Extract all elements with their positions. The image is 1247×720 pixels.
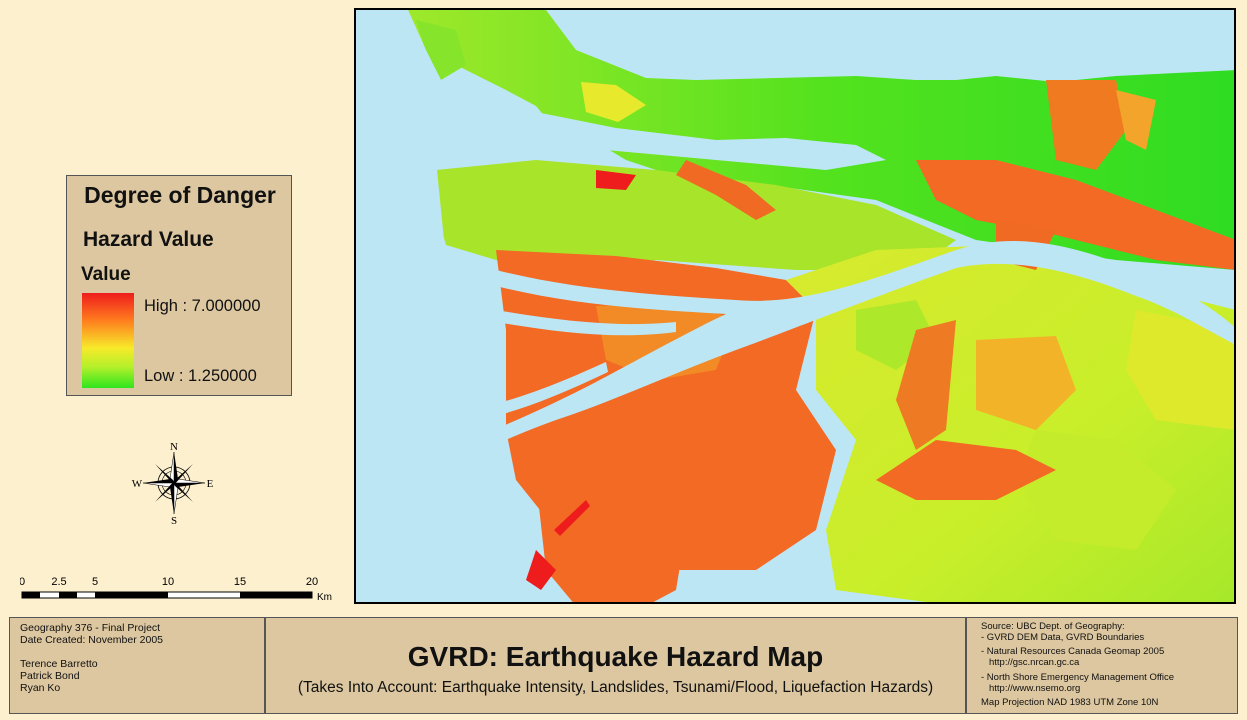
source-url: http://www.nsemo.org — [989, 683, 1081, 694]
author-name: Terence Barretto — [20, 658, 98, 670]
map-subtitle: (Takes Into Account: Earthquake Intensit… — [297, 679, 934, 696]
title-box: GVRD: Earthquake Hazard Map (Takes Into … — [265, 617, 966, 714]
scale-tick-label: 20 — [306, 576, 318, 588]
compass-w: W — [132, 478, 143, 490]
legend-subtitle: Hazard Value — [83, 228, 214, 251]
fraser-river — [452, 241, 1234, 460]
scale-tick-label: 2.5 — [51, 576, 66, 588]
source-item: - Natural Resources Canada Geomap 2005 — [981, 646, 1165, 657]
scale-tick-label: 15 — [234, 576, 246, 588]
scale-bar: 0 2.5 5 10 15 20 Km — [19, 573, 350, 607]
source-item: - North Shore Emergency Management Offic… — [981, 672, 1175, 683]
legend-field-label: Value — [81, 264, 131, 285]
scale-tick-label: 10 — [162, 576, 174, 588]
hazard-map[interactable] — [354, 8, 1236, 604]
legend: Degree of Danger Hazard Value Value High… — [66, 175, 292, 396]
compass-e: E — [207, 478, 214, 490]
projection-note: Map Projection NAD 1983 UTM Zone 10N — [981, 697, 1159, 708]
map-title: GVRD: Earthquake Hazard Map — [407, 641, 824, 672]
legend-high-label: High : 7.000000 — [144, 297, 261, 315]
source-item: - GVRD DEM Data, GVRD Boundaries — [981, 632, 1145, 643]
compass-s: S — [171, 515, 177, 527]
author-name: Patrick Bond — [20, 670, 80, 682]
compass-n: N — [170, 441, 178, 453]
legend-title: Degree of Danger — [84, 182, 276, 208]
compass-rose-icon: N S W E — [129, 440, 219, 530]
source-heading: Source: UBC Dept. of Geography: — [981, 621, 1125, 632]
author-name: Ryan Ko — [20, 682, 61, 694]
sources-box: Source: UBC Dept. of Geography: - GVRD D… — [966, 617, 1238, 714]
source-url: http://gsc.nrcan.gc.ca — [989, 657, 1080, 668]
date-line: Date Created: November 2005 — [20, 634, 163, 646]
legend-low-label: Low : 1.250000 — [144, 367, 257, 385]
map-canvas — [356, 10, 1234, 602]
legend-color-ramp — [82, 293, 134, 388]
scale-unit: Km — [317, 592, 332, 603]
scale-tick-label: 5 — [92, 576, 98, 588]
credits-box: Geography 376 - Final Project Date Creat… — [9, 617, 265, 714]
project-line: Geography 376 - Final Project — [20, 622, 161, 634]
scale-tick-label: 0 — [20, 576, 25, 588]
